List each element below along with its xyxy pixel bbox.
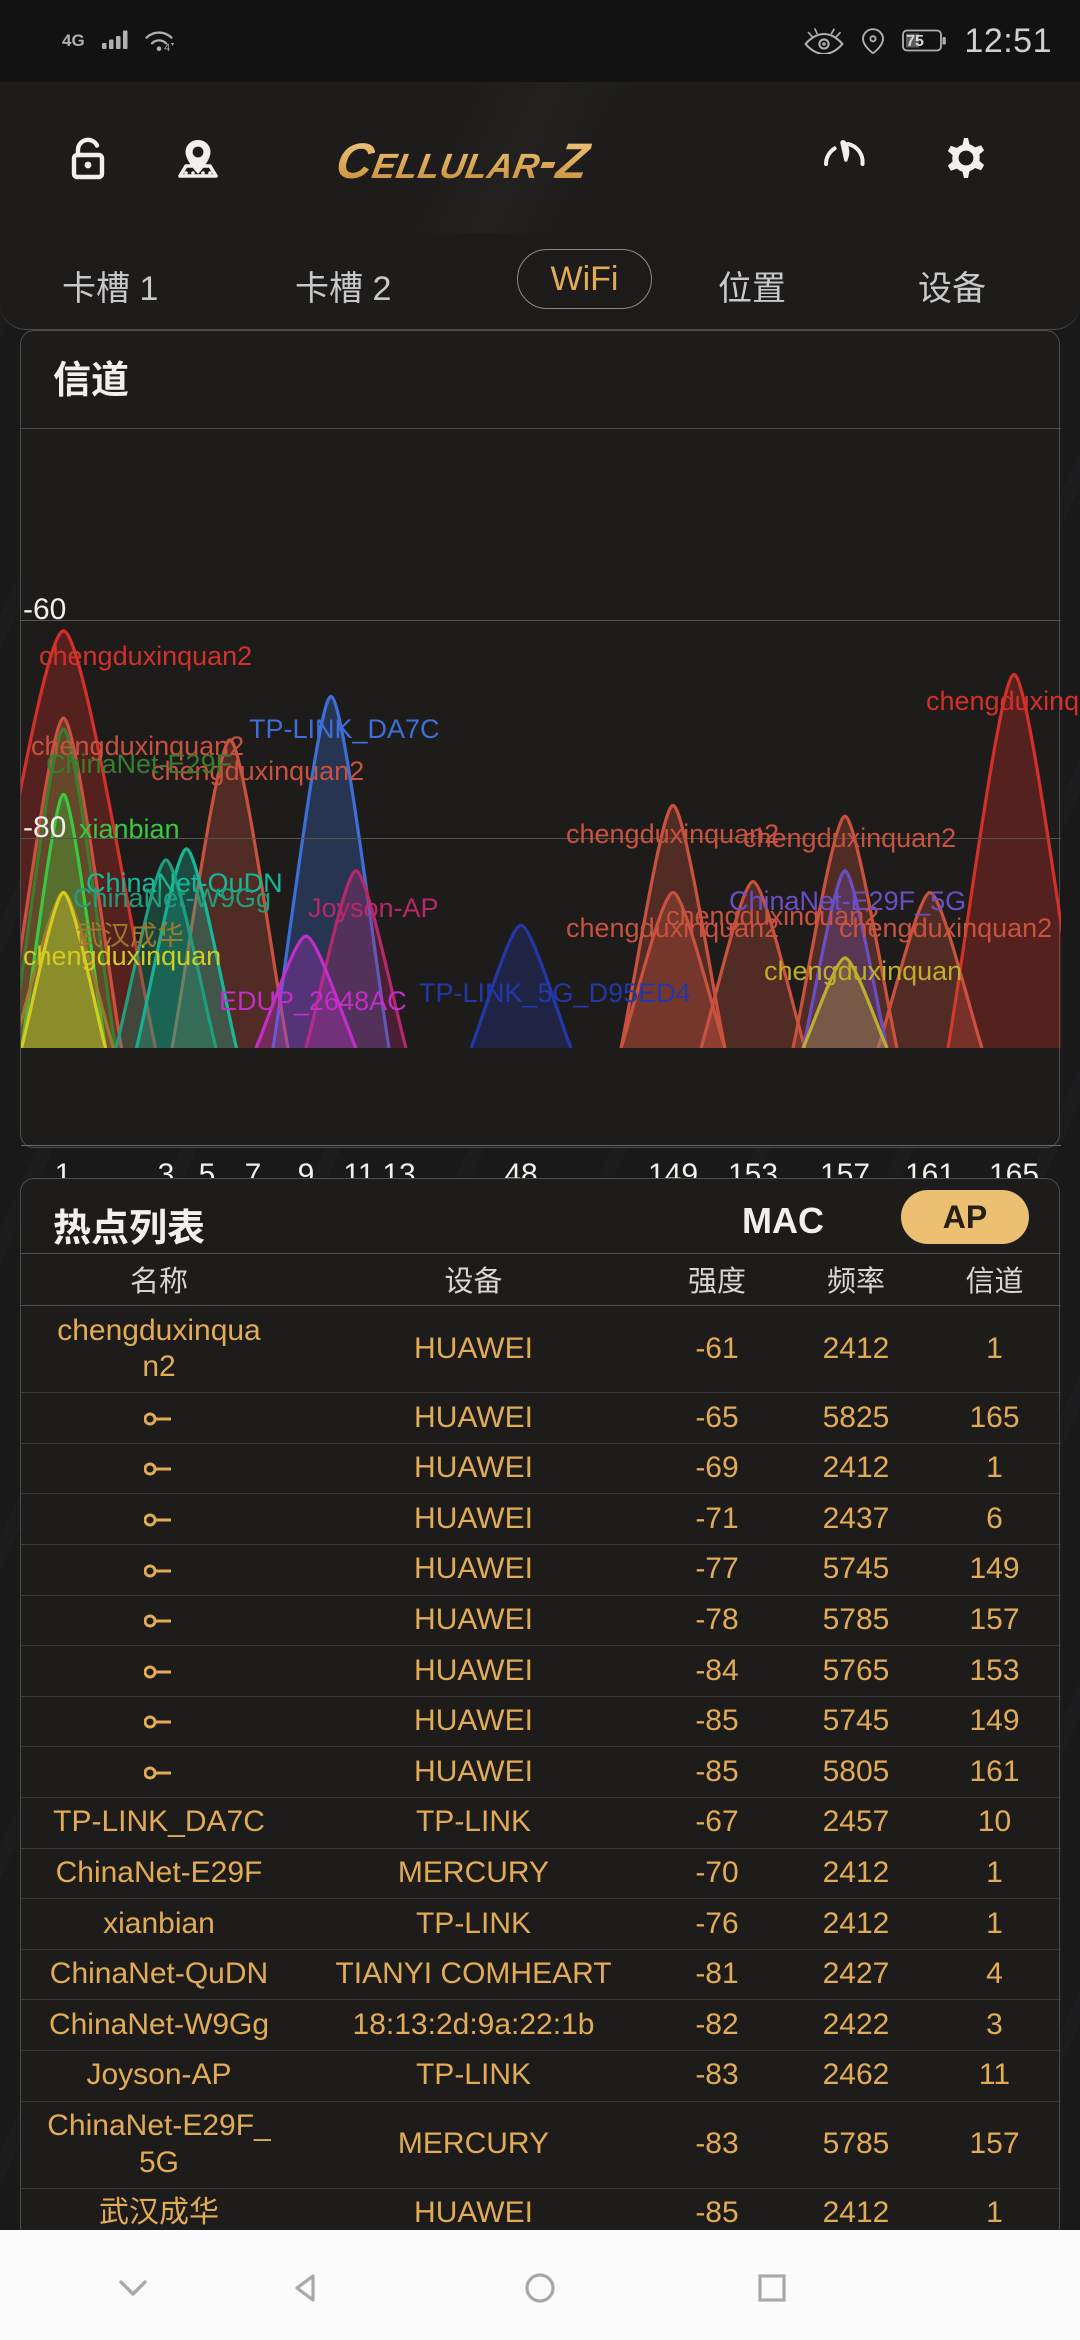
svg-text:4: 4 [164,42,170,52]
svg-text:75: 75 [907,33,925,50]
svg-text:4G: 4G [62,31,85,50]
